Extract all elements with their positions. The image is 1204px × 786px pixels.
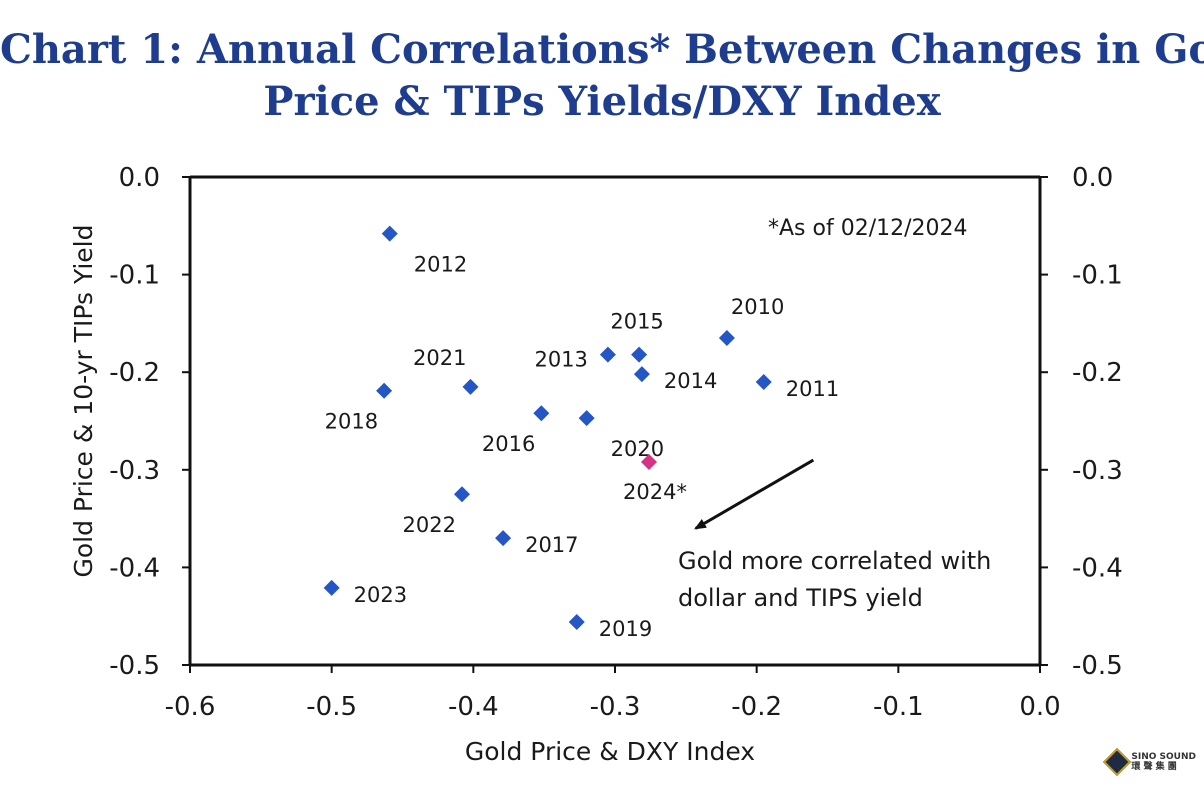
data-label-2013: 2013: [534, 348, 587, 372]
data-point-2021: [462, 378, 479, 395]
data-label-2019: 2019: [599, 617, 652, 641]
chart-title-line-2: Price & TIPs Yields/DXY Index: [263, 78, 941, 125]
chart-title: Chart 1: Annual Correlations* Between Ch…: [0, 24, 1204, 128]
data-label-2014: 2014: [664, 369, 717, 393]
data-label-2016: 2016: [482, 432, 535, 456]
watermark-text: SINO SOUND 環 聲 集 團: [1131, 752, 1196, 772]
note-text: *As of 02/12/2024: [768, 216, 968, 241]
x-tick-label: -0.1: [873, 692, 924, 722]
data-label-2010: 2010: [731, 295, 784, 319]
data-label-2015: 2015: [610, 310, 663, 334]
y-tick-label-right: -0.5: [1072, 651, 1123, 681]
data-point-2017: [495, 530, 512, 547]
data-label-2017: 2017: [525, 533, 578, 557]
x-tick-label: -0.4: [448, 692, 499, 722]
y-tick-label-left: -0.3: [109, 456, 160, 486]
data-point-2023: [323, 579, 340, 596]
y-tick-label-right: -0.3: [1072, 456, 1123, 486]
y-tick-label-left: 0.0: [119, 163, 160, 193]
y-tick-label-right: -0.1: [1072, 261, 1123, 291]
data-point-2020: [578, 410, 595, 427]
x-tick-label: 0.0: [1019, 692, 1060, 722]
y-tick-label-right: -0.4: [1072, 553, 1123, 583]
chart-title-line-1: Chart 1: Annual Correlations* Between Ch…: [0, 26, 1204, 73]
annotation-arrow: [694, 458, 815, 530]
data-point-2022: [454, 486, 470, 503]
y-tick-label-left: -0.1: [109, 261, 160, 291]
y-tick-label-left: -0.2: [109, 358, 160, 388]
watermark: SINO SOUND 環 聲 集 團: [1103, 747, 1196, 777]
data-point-2013: [599, 346, 616, 363]
x-tick-label: -0.3: [590, 692, 641, 722]
x-tick-label: -0.5: [306, 692, 357, 722]
x-tick-label: -0.6: [165, 692, 216, 722]
watermark-line-2: 環 聲 集 團: [1131, 762, 1177, 772]
data-point-2016: [533, 405, 550, 422]
data-label-2022: 2022: [403, 513, 456, 537]
data-point-2015: [631, 346, 648, 363]
data-label-2012: 2012: [414, 253, 467, 277]
y-tick-label-right: 0.0: [1072, 163, 1113, 193]
data-label-2020: 2020: [611, 437, 664, 461]
data-point-2024: [641, 453, 657, 470]
x-tick-label: -0.2: [731, 692, 782, 722]
annotation-text: Gold more correlated with: [678, 547, 991, 575]
data-label-2021: 2021: [413, 346, 466, 370]
data-label-2018: 2018: [325, 410, 378, 434]
annotation-text: dollar and TIPS yield: [678, 584, 923, 612]
data-point-2010: [718, 330, 735, 347]
data-point-2019: [568, 614, 585, 631]
x-axis-label: Gold Price & DXY Index: [465, 737, 755, 766]
y-tick-label-right: -0.2: [1072, 358, 1123, 388]
data-label-2024: 2024*: [623, 480, 687, 504]
y-axis-label: Gold Price & 10-yr TIPs Yield: [69, 225, 98, 578]
data-point-2018: [376, 382, 393, 399]
data-label-2011: 2011: [786, 377, 839, 401]
watermark-line-1: SINO SOUND: [1131, 752, 1196, 762]
y-tick-label-left: -0.4: [109, 553, 160, 583]
data-point-2014: [633, 366, 650, 383]
data-label-2023: 2023: [354, 583, 407, 607]
diamond-logo-icon: [1103, 747, 1132, 777]
data-point-2011: [755, 373, 772, 390]
y-tick-label-left: -0.5: [109, 651, 160, 681]
data-point-2012: [381, 225, 398, 242]
